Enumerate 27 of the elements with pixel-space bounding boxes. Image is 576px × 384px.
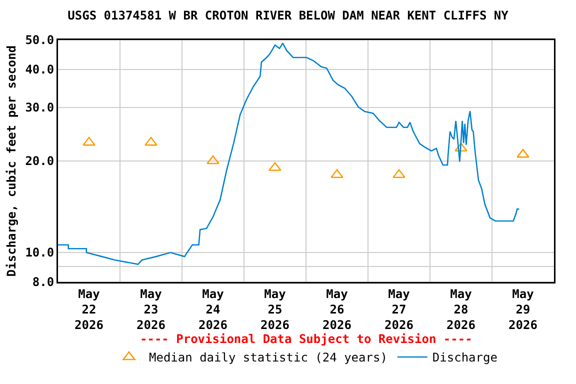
- x-tick-label: May 23 2026: [136, 286, 166, 332]
- legend-label: Median daily statistic (24 years): [149, 350, 388, 365]
- x-tick-label: May 24 2026: [198, 286, 228, 332]
- y-tick-label: 40.0: [25, 62, 54, 77]
- point: [392, 169, 406, 178]
- line-series: [58, 42, 520, 265]
- y-tick-label: 10.0: [25, 246, 54, 260]
- point: [206, 155, 220, 164]
- y-tick-label: 20.0: [25, 154, 54, 168]
- x-tick-label: May 25 2026: [260, 286, 290, 332]
- text: ---- Provisional Data Subject to Revision ----: [140, 332, 472, 346]
- x-tick-label: May 28 2026: [446, 286, 476, 332]
- x-tick-label: May 29 2026: [508, 286, 538, 332]
- x-tick-label: May 22 2026: [74, 286, 104, 332]
- y-tick-label: 50.0: [25, 33, 54, 48]
- chart-title: USGS 01374581 W BR CROTON RIVER BELOW DAM NEAR KENT CLIFFS NY: [68, 8, 510, 23]
- legend-label: Discharge: [432, 350, 498, 365]
- y-axis-title: Discharge, cubic feet per second: [4, 45, 19, 277]
- x-tick-label: May 27 2026: [384, 286, 414, 332]
- point: [516, 148, 530, 158]
- y-tick-label: 30.0: [25, 100, 54, 115]
- y-tick-label: 8.0: [32, 275, 54, 290]
- point: [144, 136, 158, 146]
- x-tick-label: May 26 2026: [322, 286, 352, 332]
- point: [454, 142, 468, 152]
- point: [82, 136, 96, 146]
- point: [330, 169, 344, 178]
